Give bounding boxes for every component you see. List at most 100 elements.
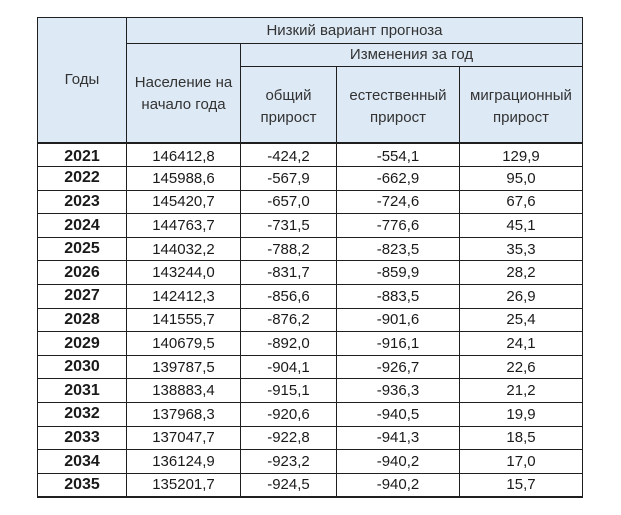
- total-growth-cell: -788,2: [240, 236, 337, 262]
- population-cell: 146412,8: [126, 142, 241, 168]
- natural-growth-cell: -724,6: [336, 189, 460, 215]
- total-growth-cell: -731,5: [240, 213, 337, 238]
- natural-growth-cell: -940,5: [336, 402, 460, 427]
- table-row: 2026 143244,0 -831,7 -859,9 28,2: [37, 260, 583, 286]
- table-row: 2027 142412,3 -856,6 -883,5 26,9: [37, 284, 583, 309]
- total-growth-cell: -567,9: [240, 166, 337, 191]
- migration-growth-cell: 21,2: [459, 378, 583, 404]
- table-header: Годы Низкий вариант прогноза Население н…: [37, 17, 583, 144]
- population-cell: 135201,7: [126, 472, 241, 498]
- migration-growth-cell: 18,5: [459, 425, 583, 451]
- year-cell: 2028: [37, 307, 127, 333]
- population-cell: 144032,2: [126, 236, 241, 262]
- total-growth-cell: -856,6: [240, 284, 337, 309]
- table-row: 2035 135201,7 -924,5 -940,2 15,7: [37, 472, 583, 498]
- group-header-low-forecast: Низкий вариант прогноза: [126, 17, 583, 44]
- migration-growth-cell: 19,9: [459, 402, 583, 427]
- column-header-population: Население на начало года: [126, 43, 241, 144]
- natural-growth-cell: -940,2: [336, 472, 460, 498]
- population-cell: 137968,3: [126, 402, 241, 427]
- population-forecast-table: Годы Низкий вариант прогноза Население н…: [37, 17, 583, 498]
- table-row: 2022 145988,6 -567,9 -662,9 95,0: [37, 166, 583, 191]
- migration-growth-cell: 35,3: [459, 236, 583, 262]
- table-row: 2033 137047,7 -922,8 -941,3 18,5: [37, 425, 583, 451]
- table-row: 2031 138883,4 -915,1 -936,3 21,2: [37, 378, 583, 404]
- table-row: 2032 137968,3 -920,6 -940,5 19,9: [37, 402, 583, 427]
- table-row: 2025 144032,2 -788,2 -823,5 35,3: [37, 236, 583, 262]
- migration-growth-cell: 28,2: [459, 260, 583, 286]
- population-cell: 140679,5: [126, 331, 241, 356]
- migration-growth-cell: 25,4: [459, 307, 583, 333]
- total-growth-cell: -915,1: [240, 378, 337, 404]
- population-cell: 145420,7: [126, 189, 241, 215]
- natural-growth-cell: -859,9: [336, 260, 460, 286]
- column-header-total-growth: общий прирост: [240, 66, 337, 144]
- table-row: 2021 146412,8 -424,2 -554,1 129,9: [37, 142, 583, 168]
- migration-growth-cell: 15,7: [459, 472, 583, 498]
- natural-growth-cell: -776,6: [336, 213, 460, 238]
- natural-growth-cell: -554,1: [336, 142, 460, 168]
- total-growth-cell: -922,8: [240, 425, 337, 451]
- column-header-migration-growth: миграционный прирост: [459, 66, 583, 144]
- total-growth-cell: -424,2: [240, 142, 337, 168]
- natural-growth-cell: -941,3: [336, 425, 460, 451]
- column-header-natural-growth: естественный прирост: [336, 66, 460, 144]
- total-growth-cell: -924,5: [240, 472, 337, 498]
- natural-growth-cell: -823,5: [336, 236, 460, 262]
- population-cell: 145988,6: [126, 166, 241, 191]
- total-growth-cell: -657,0: [240, 189, 337, 215]
- population-cell: 137047,7: [126, 425, 241, 451]
- year-cell: 2030: [37, 354, 127, 380]
- natural-growth-cell: -662,9: [336, 166, 460, 191]
- migration-growth-cell: 24,1: [459, 331, 583, 356]
- year-cell: 2034: [37, 449, 127, 474]
- migration-growth-cell: 67,6: [459, 189, 583, 215]
- year-cell: 2033: [37, 425, 127, 451]
- table-row: 2029 140679,5 -892,0 -916,1 24,1: [37, 331, 583, 356]
- migration-growth-cell: 129,9: [459, 142, 583, 168]
- table-row: 2024 144763,7 -731,5 -776,6 45,1: [37, 213, 583, 238]
- year-cell: 2021: [37, 142, 127, 168]
- year-cell: 2029: [37, 331, 127, 356]
- migration-growth-cell: 22,6: [459, 354, 583, 380]
- population-cell: 138883,4: [126, 378, 241, 404]
- population-cell: 144763,7: [126, 213, 241, 238]
- migration-growth-cell: 26,9: [459, 284, 583, 309]
- year-cell: 2027: [37, 284, 127, 309]
- column-header-years: Годы: [37, 17, 127, 144]
- year-cell: 2032: [37, 402, 127, 427]
- year-cell: 2022: [37, 166, 127, 191]
- year-cell: 2035: [37, 472, 127, 498]
- subgroup-header-annual-changes: Изменения за год: [240, 43, 583, 67]
- total-growth-cell: -904,1: [240, 354, 337, 380]
- population-cell: 139787,5: [126, 354, 241, 380]
- population-cell: 141555,7: [126, 307, 241, 333]
- table-body: 2021 146412,8 -424,2 -554,1 129,9 2022 145988,…: [37, 142, 583, 498]
- year-cell: 2031: [37, 378, 127, 404]
- total-growth-cell: -831,7: [240, 260, 337, 286]
- table-row: 2028 141555,7 -876,2 -901,6 25,4: [37, 307, 583, 333]
- year-cell: 2024: [37, 213, 127, 238]
- population-cell: 143244,0: [126, 260, 241, 286]
- population-cell: 136124,9: [126, 449, 241, 474]
- migration-growth-cell: 45,1: [459, 213, 583, 238]
- total-growth-cell: -892,0: [240, 331, 337, 356]
- migration-growth-cell: 17,0: [459, 449, 583, 474]
- total-growth-cell: -920,6: [240, 402, 337, 427]
- year-cell: 2026: [37, 260, 127, 286]
- natural-growth-cell: -926,7: [336, 354, 460, 380]
- year-cell: 2023: [37, 189, 127, 215]
- natural-growth-cell: -940,2: [336, 449, 460, 474]
- natural-growth-cell: -936,3: [336, 378, 460, 404]
- natural-growth-cell: -916,1: [336, 331, 460, 356]
- total-growth-cell: -923,2: [240, 449, 337, 474]
- natural-growth-cell: -901,6: [336, 307, 460, 333]
- table-row: 2023 145420,7 -657,0 -724,6 67,6: [37, 189, 583, 215]
- table-row: 2030 139787,5 -904,1 -926,7 22,6: [37, 354, 583, 380]
- total-growth-cell: -876,2: [240, 307, 337, 333]
- year-cell: 2025: [37, 236, 127, 262]
- table-row: 2034 136124,9 -923,2 -940,2 17,0: [37, 449, 583, 474]
- migration-growth-cell: 95,0: [459, 166, 583, 191]
- natural-growth-cell: -883,5: [336, 284, 460, 309]
- population-cell: 142412,3: [126, 284, 241, 309]
